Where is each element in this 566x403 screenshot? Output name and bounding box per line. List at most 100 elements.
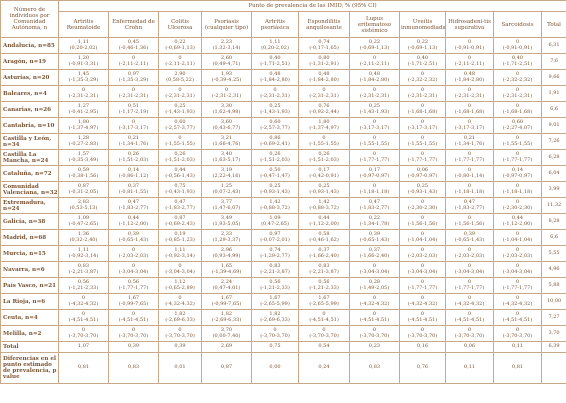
cell-value: 0,37 xyxy=(368,246,381,253)
region-label: Asturias, n=20 xyxy=(0,69,59,86)
cell-ci: (-2,21-3,87) xyxy=(260,268,290,275)
cell-value: 6,28 xyxy=(548,153,560,160)
cell-value: 2,96 xyxy=(220,246,233,253)
table-cell: 0 (-1,56-1,56) xyxy=(445,213,494,230)
cell-value: 0 xyxy=(178,326,182,333)
cell-ci: (-4,51-4,51) xyxy=(407,316,438,323)
table-cell: 6,28 xyxy=(540,149,566,166)
table-cell: 0,25 (-0,93-1,43) xyxy=(298,181,350,198)
cell-ci: (-0,46-1,36) xyxy=(118,44,149,51)
table-row: Comunidad Valenciana, n=32 0,87 (-0,31-2,0… xyxy=(0,181,566,198)
cell-value: 0 xyxy=(515,246,520,253)
table-cell: 0,39 (-0,65-1,43) xyxy=(108,229,159,246)
cell-ci: (-0,69-2,43) xyxy=(165,220,195,227)
cell-ci: (-1,17-2,19) xyxy=(118,108,149,115)
cell-value: 1,82 xyxy=(174,310,186,317)
cell-value: 0 xyxy=(178,54,182,61)
table-cell: 0,40 (-1,71-2,51) xyxy=(251,53,299,70)
cell-value: 0 xyxy=(515,326,520,333)
cell-value: 0,40 xyxy=(416,54,429,61)
cell-ci: (-0,56-1,43) xyxy=(165,172,195,179)
cell-ci: (-3,70-3,70) xyxy=(260,332,290,339)
total-cell: 0,39 xyxy=(158,341,202,353)
table-row: Asturias, n=20 1,45 (-1,35-3,29) 0,97 (-1,35… xyxy=(0,69,566,86)
cell-value: 2,23 xyxy=(220,38,233,45)
cell-ci: (-0,86-1,12) xyxy=(118,172,149,179)
table-cell: 10,00 xyxy=(540,293,566,310)
table-cell: 0 (-2,11-2,11) xyxy=(158,53,202,70)
table-cell: 0 (-2,03-2,03) xyxy=(445,245,494,262)
table-cell: 1,82 (-2,69-6,33) xyxy=(201,309,252,326)
cell-ci: (-0,65-2,89) xyxy=(165,284,195,291)
cell-ci: (-0,31-2,05) xyxy=(68,188,99,195)
table-cell: 0,87 (-0,69-2,43) xyxy=(158,213,202,230)
region-label: Madrid, n=68 xyxy=(0,229,59,246)
table-cell: 0,22 (-0,69-1,13) xyxy=(158,37,202,54)
cell-value: 0 xyxy=(515,294,520,301)
cell-value: 2,33 xyxy=(220,230,233,237)
cell-value: 0 xyxy=(515,102,520,109)
table-cell: 0 (-3,70-3,70) xyxy=(493,325,542,342)
table-cell: 0 (-2,31-2,31) xyxy=(493,85,542,102)
cell-value: 9,66 xyxy=(548,73,560,80)
table-cell: 0 (-2,31-2,31) xyxy=(298,85,350,102)
cell-value: 0,25 xyxy=(269,182,281,189)
cell-value: 9,01 xyxy=(548,121,560,128)
cell-ci: (-1,39-4,69) xyxy=(211,268,242,275)
cell-ci: (-1,55-1,55) xyxy=(309,140,339,147)
cell-ci: (-2,69-6,33) xyxy=(260,316,290,323)
table-cell: 1,11 (-0,92-3,14) xyxy=(158,245,202,262)
table-cell: 0,48 (-1,84-2,80) xyxy=(251,69,299,86)
cell-ci: (-3,70-3,70) xyxy=(502,332,533,339)
table-cell: 0 (-3,70-3,70) xyxy=(108,325,159,342)
cell-ci: (-0,07-2,01) xyxy=(260,236,290,243)
region-label: Comunidad Valenciana, n=32 xyxy=(0,181,59,198)
table-cell: 0 (-3,17-3,17) xyxy=(399,117,446,134)
cell-ci: (-1,18-1,18) xyxy=(502,188,533,195)
cell-value: 0 xyxy=(515,134,520,141)
table-cell: 0 (-2,11-2,11) xyxy=(445,53,494,70)
cell-ci: (-4,51-4,51) xyxy=(118,316,149,323)
cell-value: 0,45 xyxy=(127,38,140,45)
cell-ci: (-0,93-1,43) xyxy=(309,188,339,195)
cell-value: 0,40 xyxy=(511,54,524,61)
table-cell: 0 (-0,91-0,91) xyxy=(493,37,542,54)
cell-ci: (-0,97-0,97) xyxy=(502,172,533,179)
cell-ci: (-0,69-1,13) xyxy=(359,44,390,51)
total-cell: 6,39 xyxy=(540,341,566,353)
cell-ci: (-2,69-6,33) xyxy=(211,316,242,323)
cell-value: 5,88 xyxy=(548,281,560,288)
cell-value: 1,11 xyxy=(174,246,186,253)
cell-ci: (-0,91-3,31) xyxy=(68,60,99,67)
cell-value: 0,26 xyxy=(318,150,330,157)
table-cell: 6,04 xyxy=(540,165,566,182)
cell-value: 0,60 xyxy=(269,118,281,125)
cell-value: 0 xyxy=(420,246,425,253)
table-cell: 6,6 xyxy=(540,229,566,246)
cell-value: 0 xyxy=(420,278,425,285)
table-cell: 1,42 (-0,88-3,72) xyxy=(251,197,299,214)
cell-value: 10,00 xyxy=(546,297,562,304)
cell-ci: (-0,65-1,43) xyxy=(118,236,149,243)
cell-value: 0 xyxy=(515,262,520,269)
total-cell: 0,23 xyxy=(349,341,400,353)
cell-ci: (-3,17-3,17) xyxy=(359,124,390,131)
table-cell: 0,26 (-1,51-2,03) xyxy=(251,149,299,166)
cell-value: 0,17 xyxy=(368,166,381,173)
cell-ci: (-1,71-2,51) xyxy=(260,60,290,67)
table-cell: 0 (-2,11-2,11) xyxy=(108,53,159,70)
table-cell: 0 (-1,18-1,18) xyxy=(349,181,400,198)
cell-ci: (1,93-5,05) xyxy=(212,220,241,227)
cell-ci: (0,00-7,40) xyxy=(212,332,241,339)
cell-ci: (-0,65-1,43) xyxy=(359,236,390,243)
table-cell: 1,20 (-0,91-3,31) xyxy=(58,53,109,70)
cell-ci: (-0,47-2,65) xyxy=(68,220,99,227)
table-cell: 0,14 (-0,97-0,97) xyxy=(493,165,542,182)
cell-ci: (-1,71-2,51) xyxy=(502,60,533,67)
cell-value: 0,14 xyxy=(127,166,140,173)
cell-ci: (-1,77-1,77) xyxy=(454,156,485,163)
table-cell: 1,80 (-1,37-4,97) xyxy=(58,117,109,134)
cell-ci: (-1,04-1,04) xyxy=(502,236,533,243)
table-cell: 0,48 (-1,84-2,80) xyxy=(298,69,350,86)
table-cell: 0 (-1,04-1,04) xyxy=(493,229,542,246)
